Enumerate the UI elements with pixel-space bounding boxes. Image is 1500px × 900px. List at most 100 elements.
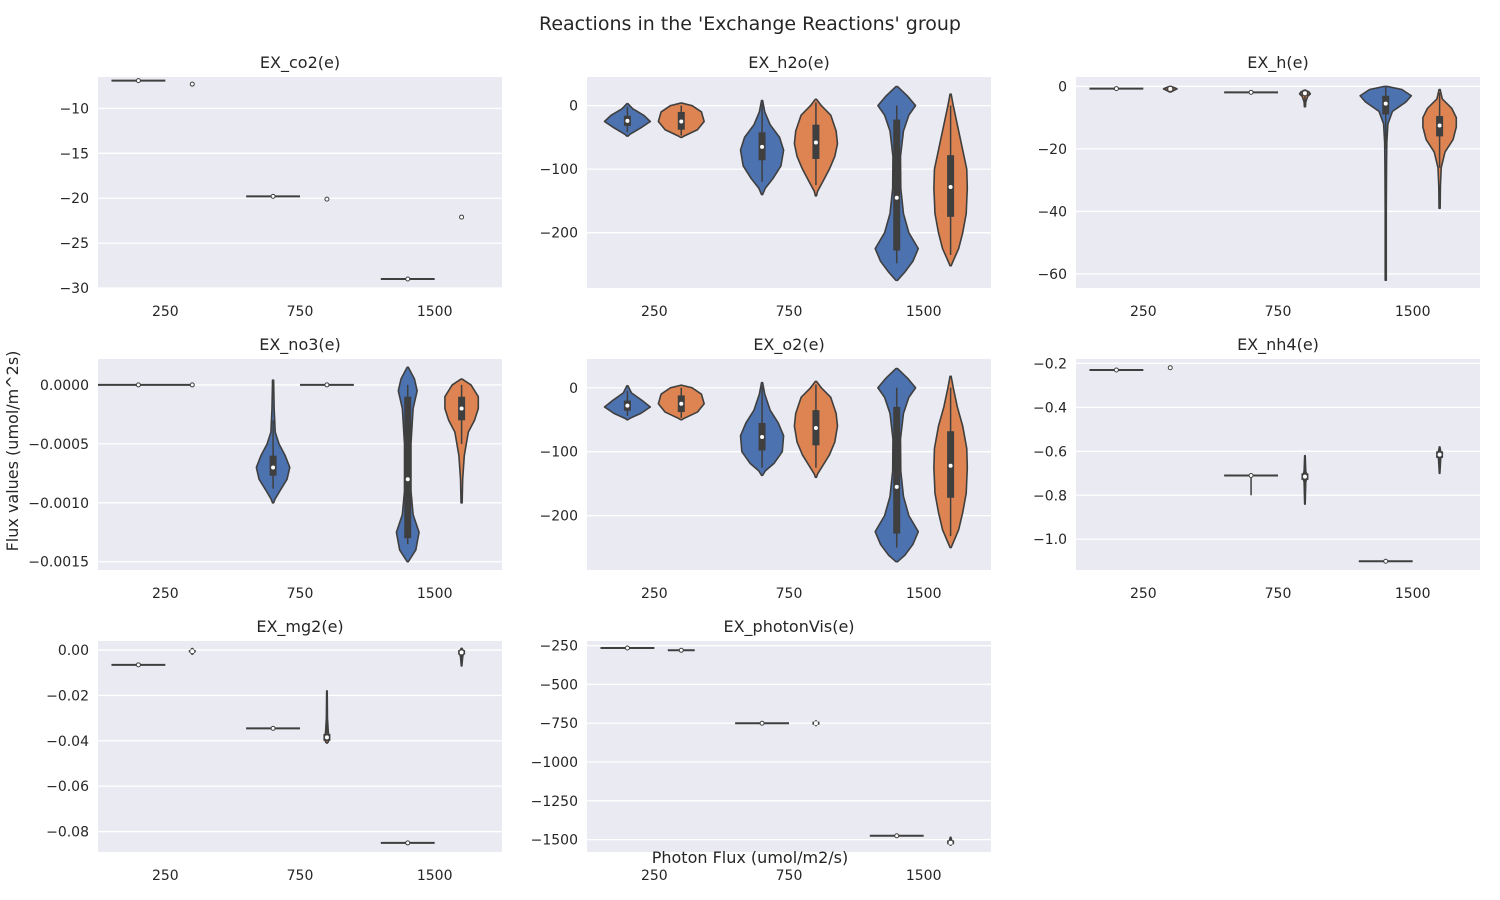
median-dot xyxy=(678,647,684,653)
median-dot xyxy=(324,382,330,388)
x-tick-label: 1500 xyxy=(417,868,453,884)
median-dot xyxy=(1167,365,1173,371)
y-tick-label: −0.4 xyxy=(1033,400,1067,416)
y-tick-label: −15 xyxy=(59,146,89,162)
x-tick-label: 750 xyxy=(1265,304,1292,320)
median-dot xyxy=(405,477,410,482)
plot-area xyxy=(98,641,502,852)
x-tick-label: 250 xyxy=(152,586,179,602)
median-dot xyxy=(1302,474,1307,479)
y-tick-label: 0 xyxy=(569,381,578,397)
median-dot xyxy=(813,426,818,431)
y-tick-label: −0.08 xyxy=(46,825,89,841)
median-dot xyxy=(624,645,630,651)
median-dot xyxy=(948,463,953,468)
y-tick-label: −100 xyxy=(540,162,578,178)
plot-area xyxy=(1076,77,1480,288)
median-dot xyxy=(760,435,765,440)
plot-area xyxy=(587,77,991,288)
subplot-1: −10 −15 −20 −25 −30 250 750 1500 EX_co2(e) xyxy=(59,53,502,320)
y-tick-label: −100 xyxy=(540,445,578,461)
median-dot xyxy=(459,406,464,411)
median-dot xyxy=(679,401,684,406)
x-tick-label: 250 xyxy=(641,304,668,320)
y-tick-label: 0.0000 xyxy=(40,378,89,394)
x-tick-label: 250 xyxy=(641,868,668,884)
y-tick-label: 0.00 xyxy=(58,643,89,659)
median-dot xyxy=(189,81,195,87)
median-dot xyxy=(459,650,464,655)
median-dot xyxy=(759,720,765,726)
median-dot xyxy=(679,119,684,124)
median-dot xyxy=(813,140,818,145)
y-tick-label: −200 xyxy=(540,509,578,525)
median-dot xyxy=(894,833,900,839)
median-dot xyxy=(1383,101,1388,106)
x-tick-label: 1500 xyxy=(906,304,942,320)
figure-title: Reactions in the 'Exchange Reactions' gr… xyxy=(538,13,961,35)
median-dot xyxy=(135,78,141,84)
x-tick-label: 1500 xyxy=(1395,304,1431,320)
subplot-title: EX_no3(e) xyxy=(259,335,341,355)
median-dot xyxy=(1248,89,1254,95)
y-tick-label: −750 xyxy=(540,716,578,732)
y-tick-label: −40 xyxy=(1037,204,1067,220)
subplot-title: EX_h2o(e) xyxy=(748,53,830,73)
subplot-title: EX_nh4(e) xyxy=(1237,335,1319,355)
x-tick-label: 750 xyxy=(1265,586,1292,602)
y-tick-label: −0.02 xyxy=(46,688,89,704)
y-tick-label: −0.6 xyxy=(1033,444,1067,460)
median-dot xyxy=(894,195,899,200)
plot-area xyxy=(98,359,502,570)
median-dot xyxy=(189,382,195,388)
x-tick-label: 1500 xyxy=(417,304,453,320)
x-tick-label: 750 xyxy=(287,868,314,884)
x-tick-label: 1500 xyxy=(906,586,942,602)
y-tick-label: 0 xyxy=(1058,79,1067,95)
median-dot xyxy=(405,276,411,282)
median-dot xyxy=(760,144,765,149)
x-tick-label: 1500 xyxy=(417,586,453,602)
subplot-title: EX_photonVis(e) xyxy=(723,617,854,637)
y-tick-label: −200 xyxy=(540,226,578,242)
median-dot xyxy=(270,725,276,731)
subplot-6: −0.2 −0.4 −0.6 −0.8 −1.0 250 750 1500 EX_nh4(e) xyxy=(1033,335,1480,602)
x-tick-label: 750 xyxy=(776,304,803,320)
y-tick-label: −0.2 xyxy=(1033,356,1067,372)
median-dot xyxy=(135,382,141,388)
subplot-title: EX_h(e) xyxy=(1247,53,1309,73)
median-dot xyxy=(270,193,276,199)
iqr-box xyxy=(404,396,412,539)
y-tick-label: −250 xyxy=(540,639,578,655)
subplot-2: 0 −100 −200 250 750 1500 EX_h2o(e) xyxy=(540,53,991,320)
median-dot xyxy=(813,721,818,726)
y-tick-label: −0.0015 xyxy=(28,555,89,571)
x-tick-label: 250 xyxy=(1130,586,1157,602)
median-dot xyxy=(1168,86,1173,91)
plot-area xyxy=(587,641,991,852)
median-dot xyxy=(625,118,630,123)
x-tick-label: 250 xyxy=(152,868,179,884)
x-tick-label: 1500 xyxy=(1395,586,1431,602)
median-dot xyxy=(948,184,953,189)
median-dot xyxy=(948,840,953,845)
y-tick-label: −0.0005 xyxy=(28,437,89,453)
y-tick-label: −1500 xyxy=(531,833,578,849)
x-tick-label: 250 xyxy=(1130,304,1157,320)
median-dot xyxy=(1113,86,1119,92)
y-tick-label: −1000 xyxy=(531,755,578,771)
median-dot xyxy=(894,484,899,489)
iqr-box xyxy=(893,406,901,534)
subplot-title: EX_mg2(e) xyxy=(256,617,343,637)
iqr-box xyxy=(893,119,901,251)
subplot-title: EX_o2(e) xyxy=(753,335,824,355)
subplot-5: 0 −100 −200 250 750 1500 EX_o2(e) xyxy=(540,335,991,602)
median-dot xyxy=(625,403,630,408)
y-tick-label: −1250 xyxy=(531,794,578,810)
median-dot xyxy=(135,662,141,668)
x-tick-label: 750 xyxy=(287,304,314,320)
median-dot xyxy=(1437,123,1442,128)
violin-1500-blue xyxy=(1359,85,1413,281)
